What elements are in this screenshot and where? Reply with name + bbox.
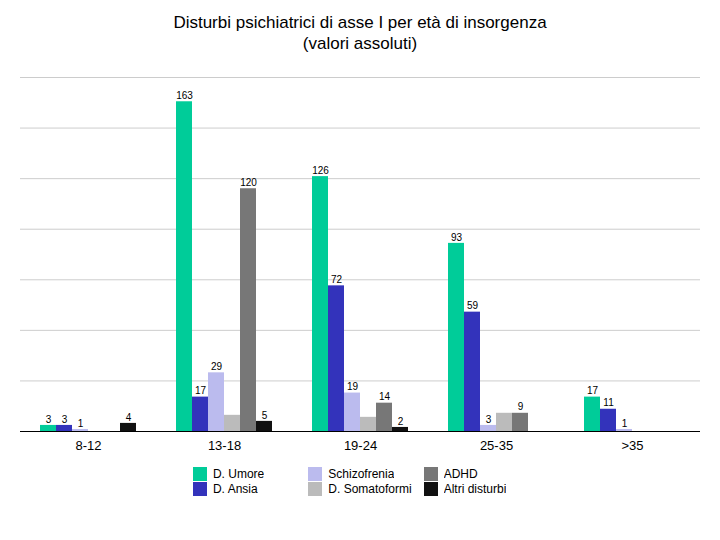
html-text:Altri disturbi: Altri disturbi (443, 481, 507, 496)
svg-text:4: 4 (126, 411, 132, 422)
svg-text:13-18: 13-18 (208, 437, 241, 452)
svg-text:59: 59 (467, 300, 479, 311)
svg-text:120: 120 (240, 176, 257, 187)
html-text:Disturbi psichiatrici di asse: Disturbi psichiatrici di asse I per età … (173, 13, 547, 54)
svg-text:3: 3 (62, 413, 68, 424)
svg-text:11: 11 (603, 397, 614, 408)
svg-text:9: 9 (518, 401, 524, 412)
svg-text:3: 3 (46, 413, 52, 424)
svg-text:2: 2 (398, 415, 404, 426)
svg-text:1: 1 (78, 417, 84, 428)
svg-text:29: 29 (211, 361, 223, 372)
svg-text:19-24: 19-24 (344, 437, 377, 452)
html-text:D. Umore: D. Umore (213, 466, 265, 481)
svg-text:19: 19 (347, 381, 359, 392)
svg-text:3: 3 (486, 413, 492, 424)
svg-text:93: 93 (451, 231, 463, 242)
svg-text:14: 14 (379, 391, 391, 402)
svg-text:5: 5 (262, 409, 268, 420)
html-text:ADHD: ADHD (443, 466, 478, 481)
svg-text:>35: >35 (621, 437, 643, 452)
svg-text:72: 72 (331, 274, 343, 285)
html-text:D. Ansia: D. Ansia (213, 481, 258, 496)
html-text:Schizofrenia: Schizofrenia (328, 466, 395, 481)
html-text:D. Somatoformi: D. Somatoformi (328, 481, 412, 496)
svg-text:126: 126 (312, 164, 329, 175)
svg-text:17: 17 (587, 385, 599, 396)
svg-text:17: 17 (195, 385, 207, 396)
svg-text:1: 1 (622, 417, 628, 428)
svg-text:163: 163 (176, 89, 193, 100)
svg-text:8-12: 8-12 (75, 437, 101, 452)
svg-text:25-35: 25-35 (480, 437, 513, 452)
